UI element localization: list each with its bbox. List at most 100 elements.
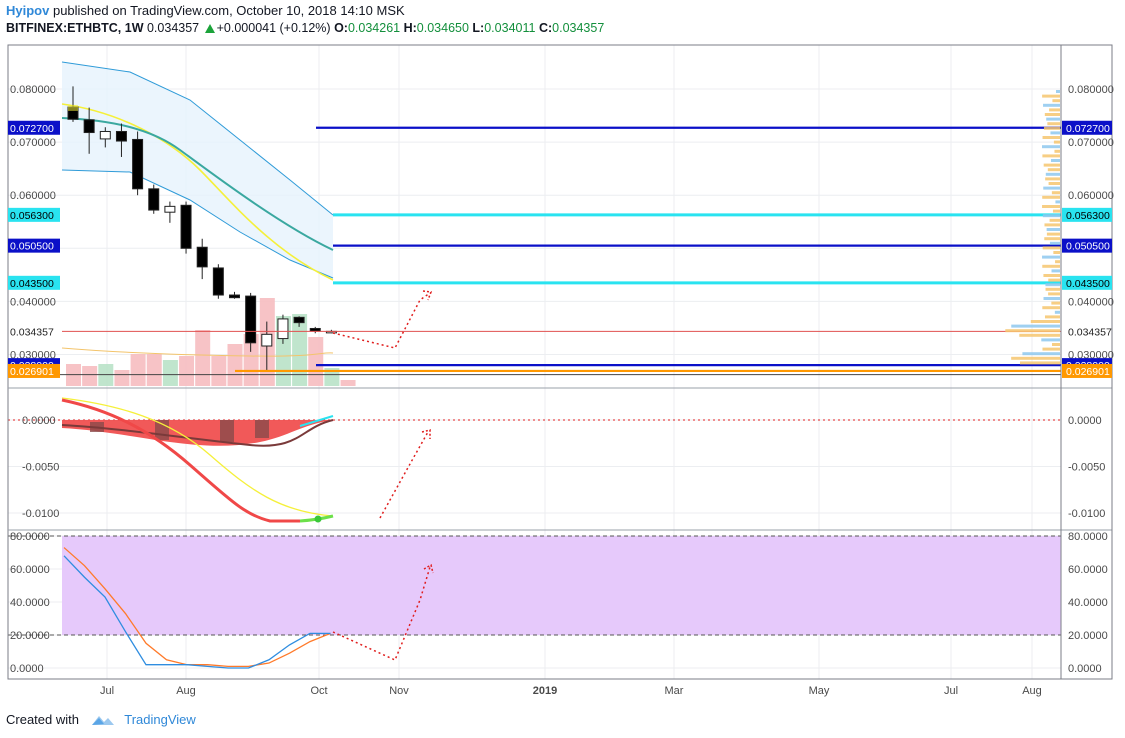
ema-fast-line — [61, 103, 334, 281]
volume-bar — [130, 354, 146, 386]
author-link[interactable]: Hyipov — [6, 3, 50, 18]
volume-profile-bar — [1042, 214, 1060, 218]
histogram-dark-bar — [255, 420, 269, 438]
candle-body — [196, 246, 208, 268]
level-badge-left — [8, 238, 60, 253]
rsi-projection-arrowhead — [423, 563, 434, 574]
volume-bar — [114, 370, 130, 386]
up-arrow-icon — [204, 24, 215, 33]
y-tick-label-right: 0.040000 — [1068, 296, 1114, 308]
rsi-k-line — [63, 555, 331, 669]
candle-body — [245, 295, 257, 344]
volume-profile-bar — [1041, 338, 1060, 342]
volume-profile-bar — [1045, 172, 1060, 176]
macd-pane[interactable] — [8, 397, 1061, 523]
last-price: 0.034357 — [146, 21, 200, 35]
axis-labels: Jul Aug Oct Nov 2019 Mar May Jul Aug 0.080000 0.08… — [8, 84, 1114, 697]
level-label-right: 0.056300 — [1066, 210, 1110, 222]
candle-body — [180, 204, 192, 249]
volume-profile-bar — [1022, 352, 1060, 356]
volume-profile-bar — [1043, 103, 1060, 107]
y-tick-label-left: 0.070000 — [10, 137, 56, 149]
volume-profile-bar — [1051, 343, 1060, 346]
volume-profile-bar — [1011, 356, 1060, 360]
volume-profile-bar — [1043, 186, 1060, 190]
volume-profile-bar — [1011, 324, 1060, 328]
open-label: O: — [334, 21, 348, 35]
ohlc-line: BITFINEX:ETHBTC, 1W 0.034357 +0.000041 (… — [6, 21, 604, 35]
volume-bar — [162, 360, 178, 386]
low-value: 0.034011 — [484, 21, 536, 35]
level-label-right: 0.050500 — [1066, 241, 1110, 253]
histogram-outline — [61, 419, 334, 447]
open-value: 0.034261 — [347, 21, 401, 35]
macd-y-tick-right: -0.0050 — [1068, 462, 1105, 474]
level-badge-left — [8, 275, 60, 290]
rsi-y-tick-right: 80.0000 — [1068, 531, 1108, 543]
last-price-label-right: 0.034357 — [1068, 326, 1112, 338]
volume-profile-bar — [1019, 361, 1060, 365]
close-value: 0.034357 — [552, 21, 605, 35]
candle-body — [309, 327, 321, 332]
volume-profile-bar — [1042, 195, 1060, 199]
volume-profile-bar — [1051, 269, 1060, 273]
projection-arrow — [332, 292, 431, 349]
volume-bar — [292, 314, 308, 386]
histogram-turn-line — [299, 415, 334, 427]
y-tick-label-right: 0.070000 — [1068, 137, 1114, 149]
volume-profile-bar — [1042, 347, 1060, 351]
tradingview-logo-icon — [91, 716, 114, 725]
candle-highlight — [68, 104, 78, 111]
volume-profile-bar — [1042, 264, 1060, 268]
rsi-y-tick-left: 80.0000 — [10, 531, 50, 543]
volume-bar — [340, 380, 356, 386]
macd-y-tick-left: -0.0100 — [22, 508, 59, 520]
volume-profile-bar — [1049, 218, 1060, 222]
volume-profile-bar — [1046, 232, 1060, 236]
publish-info: published on TradingView.com, October 10… — [52, 3, 405, 18]
volume-profile-bar — [1048, 292, 1060, 296]
symbol-label: BITFINEX:ETHBTC, 1W — [6, 21, 144, 35]
volume-profile-bar — [1042, 154, 1060, 158]
volume-profile-bar — [1042, 246, 1060, 250]
tradingview-link[interactable]: TradingView — [124, 712, 196, 727]
candle-body — [261, 333, 273, 347]
rsi-band — [62, 536, 1061, 635]
volume-profile-bar — [1054, 310, 1060, 314]
rsi-y-tick-right: 60.0000 — [1068, 564, 1108, 576]
level-badge-right — [1062, 275, 1112, 290]
level-badge-right — [1062, 238, 1112, 253]
macd-projection-arrow — [379, 431, 429, 519]
x-tick-label: May — [809, 685, 830, 697]
volume-profile-bar — [1055, 260, 1060, 264]
candle-body — [132, 138, 144, 190]
volume-bar — [308, 337, 324, 386]
rsi-pane[interactable] — [8, 535, 1061, 669]
macd-y-tick-left: 0.0000 — [22, 415, 56, 427]
volume-profile-bar — [1043, 274, 1060, 277]
y-tick-label-left: 0.040000 — [10, 296, 56, 308]
projection-arrowhead — [422, 290, 433, 301]
rsi-d-line — [63, 547, 331, 667]
level-badge-right — [1062, 120, 1112, 135]
candle-body — [115, 130, 127, 142]
volume-profile-bar — [1049, 108, 1060, 112]
y-tick-label-right: 0.060000 — [1068, 190, 1114, 202]
x-tick-label: Jul — [944, 685, 958, 697]
rsi-y-tick-right: 40.0000 — [1068, 597, 1108, 609]
x-tick-label: 2019 — [533, 685, 557, 697]
level-badge-right — [1062, 363, 1112, 378]
rsi-projection-arrow — [332, 566, 431, 662]
volume-bar — [211, 356, 227, 386]
volume-bar — [146, 354, 162, 386]
candle-body — [83, 119, 95, 134]
histogram-dark-bar — [155, 420, 169, 440]
volume-bar — [195, 330, 211, 386]
volume-profile-bar — [1042, 306, 1060, 310]
volume-profile-bar — [1045, 177, 1060, 181]
level-badge-left — [8, 120, 60, 135]
volume-bar — [179, 356, 195, 386]
volume-profile-bar — [1046, 117, 1060, 121]
price-pane[interactable] — [8, 61, 1061, 386]
